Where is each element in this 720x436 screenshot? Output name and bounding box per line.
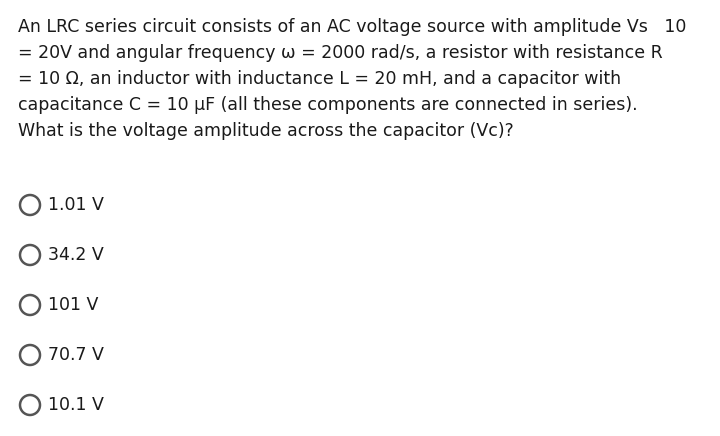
Text: = 10 Ω, an inductor with inductance L = 20 mH, and a capacitor with: = 10 Ω, an inductor with inductance L = …	[18, 70, 621, 88]
Text: What is the voltage amplitude across the capacitor (Vc)?: What is the voltage amplitude across the…	[18, 122, 514, 140]
Text: 1.01 V: 1.01 V	[48, 196, 104, 214]
Text: 70.7 V: 70.7 V	[48, 346, 104, 364]
Text: An LRC series circuit consists of an AC voltage source with amplitude Vs   10: An LRC series circuit consists of an AC …	[18, 18, 686, 36]
Text: 101 V: 101 V	[48, 296, 99, 314]
Text: 34.2 V: 34.2 V	[48, 246, 104, 264]
Text: = 20V and angular frequency ω = 2000 rad/s, a resistor with resistance R: = 20V and angular frequency ω = 2000 rad…	[18, 44, 662, 62]
Text: capacitance C = 10 μF (all these components are connected in series).: capacitance C = 10 μF (all these compone…	[18, 96, 638, 114]
Text: 10.1 V: 10.1 V	[48, 396, 104, 414]
